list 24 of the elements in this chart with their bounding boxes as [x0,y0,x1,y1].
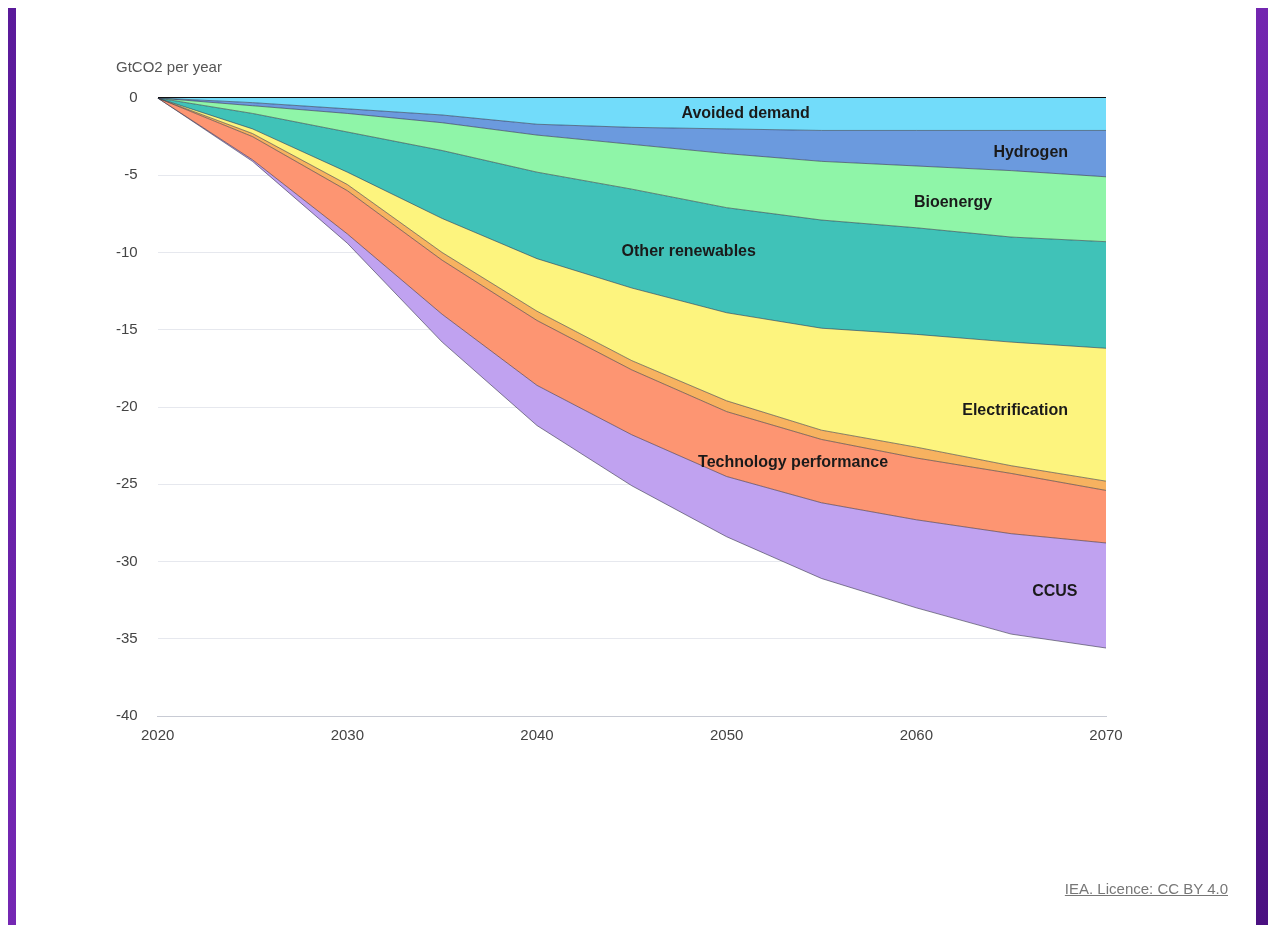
y-tick-label: -30 [115,551,138,569]
y-tick-label: -20 [115,397,138,415]
x-tick-label: 2050 [709,726,744,744]
series-label: Technology performance [698,453,889,471]
y-tick-label: -15 [115,319,138,337]
y-tick-label: -10 [115,242,138,260]
series-label: Electrification [962,400,1069,418]
series-label: CCUS [1032,582,1078,600]
y-tick-label: 0 [129,88,138,106]
x-tick-label: 2020 [140,726,175,744]
y-tick-label: -40 [115,706,138,724]
x-tick-label: 2040 [520,726,554,744]
y-axis-title: GtCO2 per year [116,58,222,75]
series-label: Bioenergy [913,192,993,210]
y-tick-label: -35 [115,628,138,646]
x-tick-label: 2070 [1089,726,1123,744]
series-label: Avoided demand [681,104,810,122]
x-tick-label: 2060 [899,726,934,744]
y-tick-label: -5 [124,165,138,183]
series-label: Hydrogen [993,142,1069,160]
x-tick-label: 2030 [330,726,365,744]
text: IEA. Licence: CC BY 4.0 [1064,880,1228,897]
series-label: Other renewables [621,241,756,259]
y-tick-label: -25 [115,474,138,492]
